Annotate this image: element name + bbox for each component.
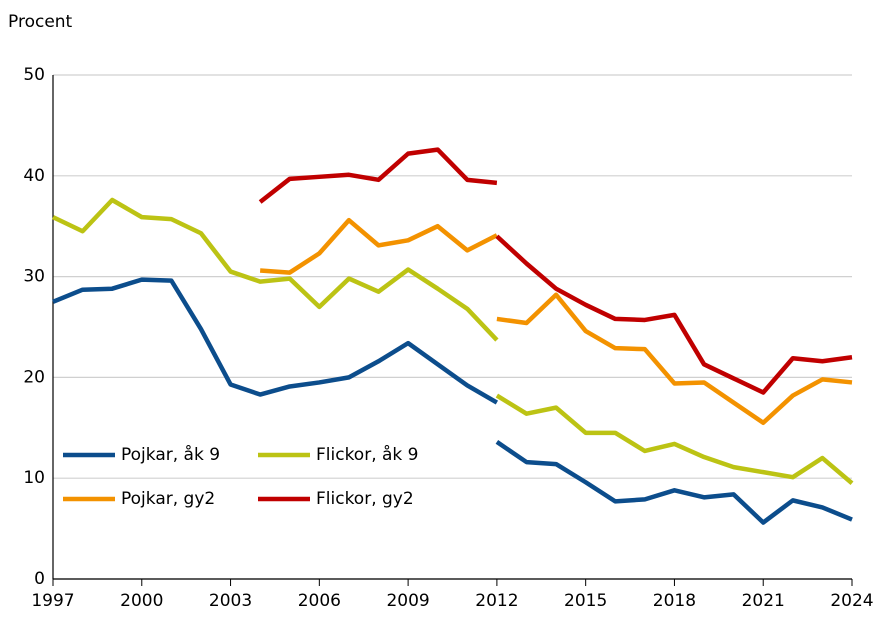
y-tick-label: 20 (23, 367, 45, 387)
x-tick-label: 2015 (564, 591, 607, 611)
y-tick-label: 50 (23, 65, 45, 85)
legend-label: Flickor, gy2 (316, 489, 414, 509)
y-tick-label: 30 (23, 267, 45, 287)
y-tick-label: 40 (23, 166, 45, 186)
x-tick-label: 2000 (120, 591, 163, 611)
y-axis-label: Procent (8, 12, 73, 32)
legend-label: Pojkar, åk 9 (121, 444, 220, 465)
x-tick-label: 1997 (31, 591, 74, 611)
line (259, 217, 853, 426)
x-tick-label: 2018 (653, 591, 696, 611)
y-tick-label: 0 (34, 569, 45, 589)
x-tick-label: 2006 (298, 591, 341, 611)
x-tick-label: 2003 (209, 591, 252, 611)
x-tick-label: 2021 (742, 591, 785, 611)
x-tick-label: 2012 (475, 591, 518, 611)
line (52, 277, 853, 525)
x-tick-label: 2009 (386, 591, 429, 611)
x-tick-label: 2024 (830, 591, 873, 611)
line (258, 147, 853, 395)
legend-label: Flickor, åk 9 (316, 444, 419, 465)
legend-label: Pojkar, gy2 (121, 489, 215, 509)
y-tick-label: 10 (23, 468, 45, 488)
line (52, 197, 854, 485)
